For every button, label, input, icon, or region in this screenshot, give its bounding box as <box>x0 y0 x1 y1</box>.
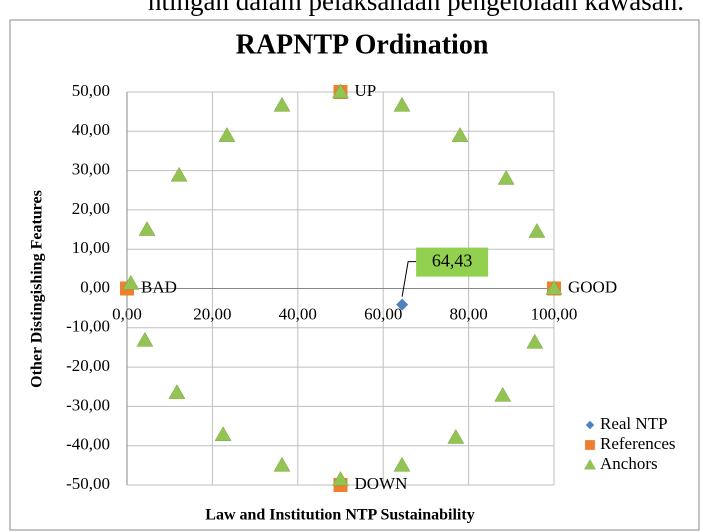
chart-frame <box>9 19 700 531</box>
point <box>170 166 188 182</box>
y-tick-label: -20,00 <box>66 356 110 375</box>
data-label-box <box>416 247 489 277</box>
point <box>332 470 349 486</box>
point <box>138 221 156 236</box>
x-tick-label: 100,00 <box>531 304 578 323</box>
point <box>497 169 515 185</box>
point <box>545 279 563 295</box>
point-label: GOOD <box>568 277 617 296</box>
x-axis-title: Law and Institution NTP Sustainability <box>205 507 474 524</box>
y-tick-label: -30,00 <box>66 395 110 414</box>
leader-line <box>401 261 417 297</box>
data-label: 64,43 <box>432 251 473 271</box>
legend-marker <box>585 440 595 450</box>
point <box>218 127 236 142</box>
point <box>528 223 546 238</box>
point <box>494 386 512 402</box>
legend-marker <box>584 459 596 470</box>
y-axis-title: Other Distingishing Features <box>29 190 46 388</box>
x-tick-label: 80,00 <box>449 304 487 323</box>
x-tick-label: 20,00 <box>193 304 231 323</box>
point <box>393 456 411 472</box>
x-tick-label: 60,00 <box>364 304 402 323</box>
y-tick-label: 50,00 <box>72 81 110 100</box>
y-tick-label: -50,00 <box>66 474 110 493</box>
y-tick-label: 10,00 <box>72 238 110 257</box>
point <box>168 384 186 399</box>
point <box>396 298 409 311</box>
point <box>214 426 232 441</box>
point <box>122 274 140 290</box>
point <box>273 96 291 112</box>
point <box>451 127 469 142</box>
legend-label: References <box>600 434 676 453</box>
legend-marker <box>585 420 595 430</box>
page-text: ntingan dalam pelaksanaan pengelolaan ka… <box>148 0 684 16</box>
point-label: UP <box>355 81 377 100</box>
y-tick-label: -10,00 <box>66 317 110 336</box>
legend-label: Anchors <box>600 454 658 473</box>
point <box>273 456 291 472</box>
point-label: BAD <box>141 277 177 296</box>
x-tick-label: 40,00 <box>279 304 317 323</box>
y-tick-label: 0,00 <box>80 277 110 296</box>
point <box>332 83 349 99</box>
point <box>393 96 411 112</box>
y-tick-label: 20,00 <box>72 199 110 218</box>
point-label: DOWN <box>355 474 408 493</box>
y-tick-label: -40,00 <box>66 435 110 454</box>
point <box>136 331 154 347</box>
point <box>447 428 465 444</box>
legend-label: Real NTP <box>600 414 668 433</box>
point <box>526 333 544 349</box>
chart-title: RAPNTP Ordination <box>236 29 489 60</box>
y-tick-label: 40,00 <box>72 120 110 139</box>
y-tick-label: 30,00 <box>72 160 110 179</box>
